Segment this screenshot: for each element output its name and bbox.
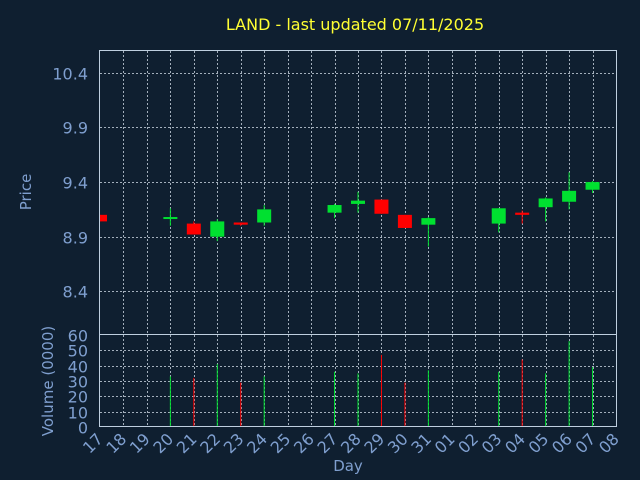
candle-body-up: [351, 200, 365, 204]
price-tick-label: 8.4: [63, 283, 88, 302]
x-axis-label: Day: [333, 457, 363, 475]
volume-bars: [169, 341, 594, 427]
price-tick-label: 9.4: [63, 174, 88, 193]
volume-tick-label: 50: [68, 342, 88, 361]
volume-tick-label: 40: [68, 358, 88, 377]
volume-axis-label: Volume (0000): [39, 326, 57, 436]
candle-body-up: [327, 205, 342, 213]
volume-tick-label: 30: [68, 373, 88, 392]
candle-body-up: [210, 221, 225, 237]
volume-tick-label: 60: [68, 327, 88, 346]
volume-panel-frame: [99, 334, 617, 427]
price-axis-label: Price: [17, 174, 35, 211]
candle-body-down: [515, 212, 530, 215]
candle-body-down: [233, 222, 248, 225]
candle-body-up: [538, 198, 553, 208]
volume-tick-label: 20: [68, 388, 88, 407]
price-tick-label: 10.4: [52, 65, 88, 84]
candle-body-up: [491, 208, 506, 224]
volume-tick-label: 10: [68, 404, 88, 423]
candle-body-up: [257, 209, 272, 223]
price-tick-label: 9.9: [63, 119, 88, 138]
price-candles: [99, 172, 600, 247]
chart-title: LAND - last updated 07/11/2025: [226, 15, 484, 34]
candle-body-up: [163, 217, 178, 220]
candle-body-down: [374, 199, 389, 214]
volume-tick-label: 0: [78, 419, 88, 438]
candle-body-up: [421, 218, 436, 225]
price-tick-label: 8.9: [63, 229, 88, 248]
candle-body-down: [186, 223, 201, 235]
candle-body-down: [100, 214, 107, 222]
candle-body-down: [397, 214, 412, 228]
candle-body-up: [562, 190, 577, 202]
candle-body-up: [585, 182, 600, 190]
